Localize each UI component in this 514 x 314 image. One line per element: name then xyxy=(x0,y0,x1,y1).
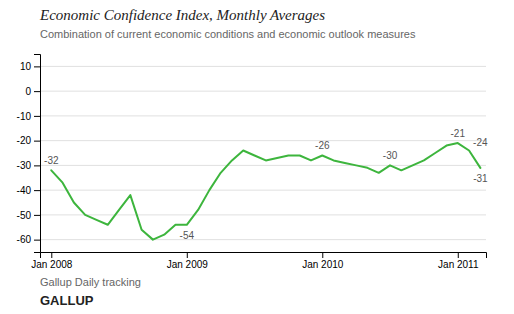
tick-label: Jan 2009 xyxy=(167,259,209,270)
tick-mark xyxy=(34,91,40,92)
tick: Jan 2009 xyxy=(167,252,209,270)
annotation: -32 xyxy=(44,155,59,166)
tick-label: Jan 2008 xyxy=(31,259,73,270)
annotation: -24 xyxy=(473,137,488,148)
tick-mark xyxy=(34,116,40,117)
chart-container: Economic Confidence Index, Monthly Avera… xyxy=(0,0,514,314)
line xyxy=(51,143,480,240)
tick: -60 xyxy=(17,234,40,245)
brand: GALLUP xyxy=(40,293,94,308)
tick-mark xyxy=(34,165,40,166)
annotation: -30 xyxy=(383,150,398,161)
tick: -10 xyxy=(17,111,40,122)
tick-mark xyxy=(34,215,40,216)
tick: Jan 2008 xyxy=(31,252,73,270)
tick-mark xyxy=(322,252,323,258)
grid-line xyxy=(40,115,486,116)
plot-area xyxy=(51,143,480,240)
grid-line xyxy=(40,190,486,191)
tick-mark xyxy=(34,190,40,191)
grid xyxy=(40,66,486,239)
tick-label: Jan 2010 xyxy=(302,259,344,270)
tick-mark xyxy=(34,141,40,142)
tick: 10 xyxy=(20,61,40,72)
tick-label: -40 xyxy=(17,185,32,196)
subtitle: Combination of current economic conditio… xyxy=(40,28,416,40)
tick-label: -20 xyxy=(17,135,32,146)
annotations: -32 -54 -26 -30 -21 -24 -31 xyxy=(44,128,488,241)
annotation: -31 xyxy=(473,173,488,184)
grid-line xyxy=(40,214,486,215)
tick-mark xyxy=(34,240,40,241)
grid-line xyxy=(40,91,486,92)
tick-label: Jan 2011 xyxy=(438,259,479,270)
tick-mark xyxy=(458,252,459,258)
tick: -20 xyxy=(17,135,40,146)
tick-label: -30 xyxy=(17,160,32,171)
tick: -30 xyxy=(17,160,40,171)
tick: 0 xyxy=(25,86,40,97)
title: Economic Confidence Index, Monthly Avera… xyxy=(39,7,325,23)
grid-line xyxy=(40,66,486,67)
tick-mark xyxy=(187,252,188,258)
tick-label: -60 xyxy=(17,234,32,245)
tick-label: -10 xyxy=(17,111,32,122)
grid-line xyxy=(40,165,486,166)
axis-line xyxy=(41,253,487,259)
tick-label: 10 xyxy=(20,61,32,72)
x-axis: Jan 2008 Jan 2009 Jan 2010 Jan 2011 xyxy=(31,252,486,270)
tick: -40 xyxy=(17,185,40,196)
y-axis: -60 -50 -40 -30 -20 -10 0 10 xyxy=(17,55,41,253)
footnote: Gallup Daily tracking xyxy=(40,276,141,288)
tick: Jan 2010 xyxy=(302,252,344,270)
chart-svg: Economic Confidence Index, Monthly Avera… xyxy=(0,0,514,314)
grid-line xyxy=(40,140,486,141)
tick-label: 0 xyxy=(25,86,31,97)
axis-line xyxy=(34,55,41,253)
annotation: -54 xyxy=(180,230,195,241)
tick: Jan 2011 xyxy=(438,252,479,270)
annotation: -21 xyxy=(451,128,466,139)
tick-label: -50 xyxy=(17,210,32,221)
tick-mark xyxy=(34,66,40,67)
tick: -50 xyxy=(17,210,40,221)
grid-line xyxy=(40,239,486,240)
tick-mark xyxy=(51,252,52,258)
annotation: -26 xyxy=(315,140,330,151)
